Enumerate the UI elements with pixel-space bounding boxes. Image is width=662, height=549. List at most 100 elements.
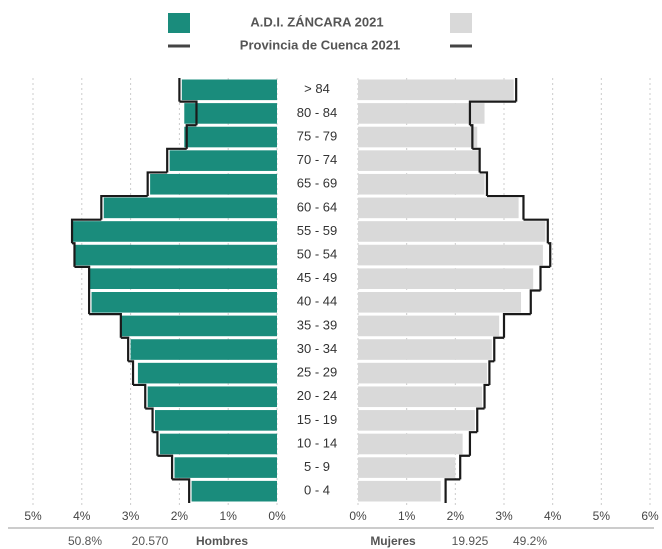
outline-step — [133, 383, 147, 409]
category-label: 15 - 19 — [297, 412, 337, 427]
bar — [169, 150, 277, 171]
bar — [184, 103, 277, 124]
x-tick-label: 3% — [122, 509, 140, 523]
bar — [358, 197, 519, 219]
outline-step — [100, 194, 148, 220]
outline-step — [179, 100, 198, 126]
outline-step — [145, 407, 154, 433]
outline-step — [89, 313, 122, 338]
bar — [358, 221, 546, 242]
bar — [358, 480, 441, 502]
bar — [358, 433, 463, 455]
category-label: 80 - 84 — [297, 105, 337, 120]
x-tick-label: 5% — [24, 509, 42, 523]
category-label: > 84 — [304, 81, 330, 96]
category-label: 35 - 39 — [297, 317, 337, 332]
outline-step — [488, 360, 495, 385]
x-tick-label: 0% — [349, 509, 367, 523]
x-tick-label: 2% — [447, 509, 465, 523]
outline-step — [547, 242, 552, 267]
outline-step — [476, 407, 485, 433]
category-label: 60 - 64 — [297, 199, 337, 214]
bar — [358, 292, 522, 313]
bar — [358, 362, 487, 384]
outline-step — [185, 124, 197, 149]
category-label: 50 - 54 — [297, 247, 337, 262]
outline-step — [128, 360, 135, 385]
footer-label: 20.570 — [132, 534, 169, 548]
category-label: 65 - 69 — [297, 176, 337, 191]
bar — [103, 197, 277, 219]
outline-step — [152, 431, 159, 456]
bar — [191, 480, 277, 502]
category-label: 5 - 9 — [304, 459, 330, 474]
bar — [184, 126, 277, 148]
x-tick-label: 4% — [73, 509, 91, 523]
category-label: 10 - 14 — [297, 435, 337, 450]
bar — [358, 386, 483, 408]
category-label: 45 - 49 — [297, 270, 337, 285]
outline-step — [120, 336, 130, 362]
bar — [358, 339, 492, 360]
bar — [91, 292, 277, 313]
bar — [137, 362, 277, 384]
x-tick-label: 5% — [593, 509, 611, 523]
bar — [358, 150, 480, 171]
category-label: 25 - 29 — [297, 365, 337, 380]
bar — [358, 126, 478, 148]
bar — [74, 244, 277, 266]
bar — [358, 315, 500, 337]
outline-step — [529, 289, 541, 315]
bar — [358, 79, 514, 101]
x-tick-label: 0% — [268, 509, 286, 523]
x-tick-label: 4% — [544, 509, 562, 523]
outline-step — [469, 124, 474, 149]
outline-step — [172, 478, 191, 503]
bar — [72, 221, 277, 242]
bar — [181, 79, 277, 101]
outline-step — [74, 265, 91, 291]
footer-label: Mujeres — [370, 534, 416, 548]
footer-label: 49.2% — [513, 534, 547, 548]
bar — [174, 457, 277, 478]
legend-swatch — [450, 13, 472, 33]
outline-step — [539, 265, 551, 291]
category-label: 0 - 4 — [304, 483, 330, 498]
bar — [159, 433, 277, 455]
legend-label: A.D.I. ZÁNCARA 2021 — [250, 14, 383, 29]
outline-step — [157, 454, 174, 480]
outline-step — [483, 383, 490, 409]
category-label: 70 - 74 — [297, 152, 337, 167]
outline-step — [523, 218, 549, 244]
bar — [147, 386, 277, 408]
bar — [358, 103, 485, 124]
outline-step — [493, 336, 504, 362]
outline-step — [72, 242, 76, 267]
outline-step — [444, 478, 461, 503]
legend-swatch — [168, 13, 190, 33]
outline-step — [70, 218, 102, 244]
footer-label: 19.925 — [452, 534, 489, 548]
x-tick-label: 3% — [495, 509, 513, 523]
bar — [89, 268, 278, 289]
outline-step — [468, 431, 478, 456]
bar — [150, 173, 277, 195]
bar — [358, 173, 485, 195]
bar — [358, 457, 456, 478]
outline-step — [472, 147, 481, 173]
category-label: 30 - 34 — [297, 341, 337, 356]
legend-label: Provincia de Cuenca 2021 — [240, 37, 400, 52]
outline-step — [486, 194, 525, 220]
category-label: 40 - 44 — [297, 294, 337, 309]
outline-step — [459, 454, 470, 480]
x-tick-label: 1% — [220, 509, 238, 523]
outline-step — [468, 100, 517, 126]
outline-step — [479, 171, 489, 197]
category-label: 20 - 24 — [297, 388, 337, 403]
outline-step — [146, 171, 168, 197]
bar — [358, 268, 534, 289]
bar — [358, 244, 543, 266]
bar — [130, 339, 277, 360]
x-tick-label: 2% — [171, 509, 189, 523]
